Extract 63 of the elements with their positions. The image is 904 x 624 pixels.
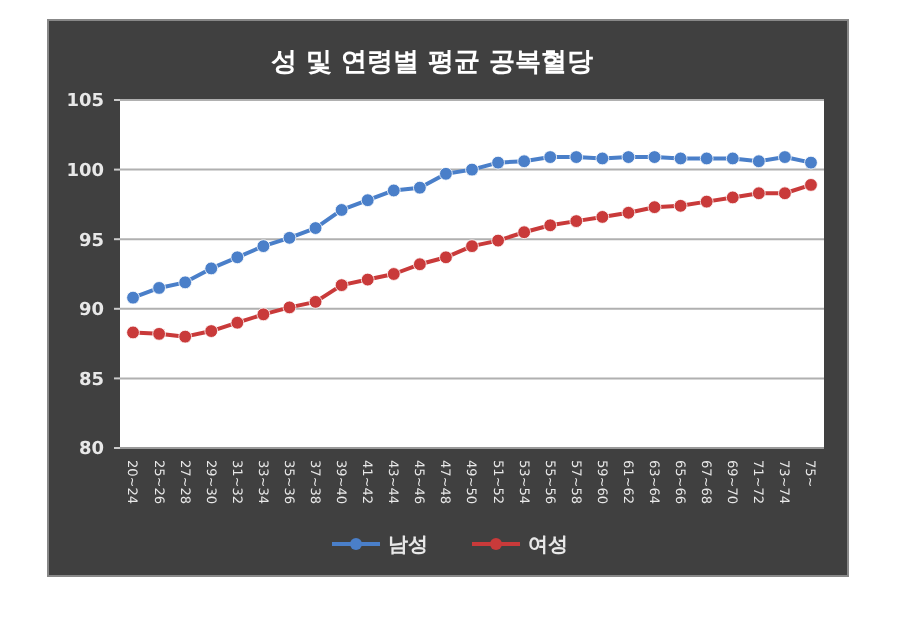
y-tick-label: 100	[66, 161, 104, 182]
point	[360, 193, 375, 208]
y-tick-label: 80	[78, 440, 104, 461]
point	[386, 183, 401, 198]
point	[517, 154, 531, 169]
point	[699, 151, 714, 166]
point	[673, 151, 688, 166]
point	[152, 281, 166, 295]
point	[804, 178, 818, 192]
y-tick-label: 105	[66, 92, 104, 113]
point	[178, 275, 192, 290]
point	[595, 210, 610, 224]
point	[413, 180, 427, 195]
point	[699, 194, 714, 209]
point	[465, 239, 479, 253]
point	[543, 218, 558, 233]
point	[569, 150, 584, 164]
point	[334, 203, 349, 217]
point	[256, 307, 271, 322]
point	[673, 198, 688, 213]
point	[725, 190, 740, 205]
point	[230, 315, 245, 330]
point	[804, 155, 818, 170]
point	[308, 295, 323, 309]
point	[778, 186, 792, 201]
point	[282, 300, 297, 315]
point	[621, 150, 636, 164]
point	[386, 267, 401, 281]
y-tick-label: 95	[78, 231, 104, 252]
point	[439, 166, 453, 181]
point	[491, 155, 505, 170]
point	[439, 250, 453, 265]
point	[126, 325, 140, 340]
point	[152, 327, 166, 341]
point	[569, 214, 584, 228]
point	[595, 151, 610, 166]
legend-label: 남성	[388, 535, 428, 557]
point	[647, 200, 662, 214]
point	[543, 150, 558, 164]
chart-title: 성 및 연령별 평균 공복혈당	[270, 48, 594, 78]
point	[256, 239, 271, 253]
point	[725, 151, 740, 166]
point	[282, 231, 297, 245]
point	[230, 250, 245, 265]
point	[621, 205, 636, 220]
point	[752, 154, 766, 169]
point	[178, 329, 192, 344]
point	[360, 272, 375, 287]
point	[334, 278, 349, 292]
y-tick-label: 90	[78, 301, 104, 322]
point	[517, 225, 531, 240]
point	[204, 261, 219, 276]
point	[647, 150, 662, 164]
y-tick-label: 85	[78, 370, 104, 391]
point	[465, 162, 479, 177]
point	[752, 186, 766, 201]
point	[308, 221, 323, 235]
point	[204, 324, 219, 338]
point	[126, 290, 140, 305]
point	[491, 233, 505, 248]
point	[413, 257, 427, 272]
point	[778, 150, 792, 164]
legend-label: 여성	[528, 535, 568, 557]
